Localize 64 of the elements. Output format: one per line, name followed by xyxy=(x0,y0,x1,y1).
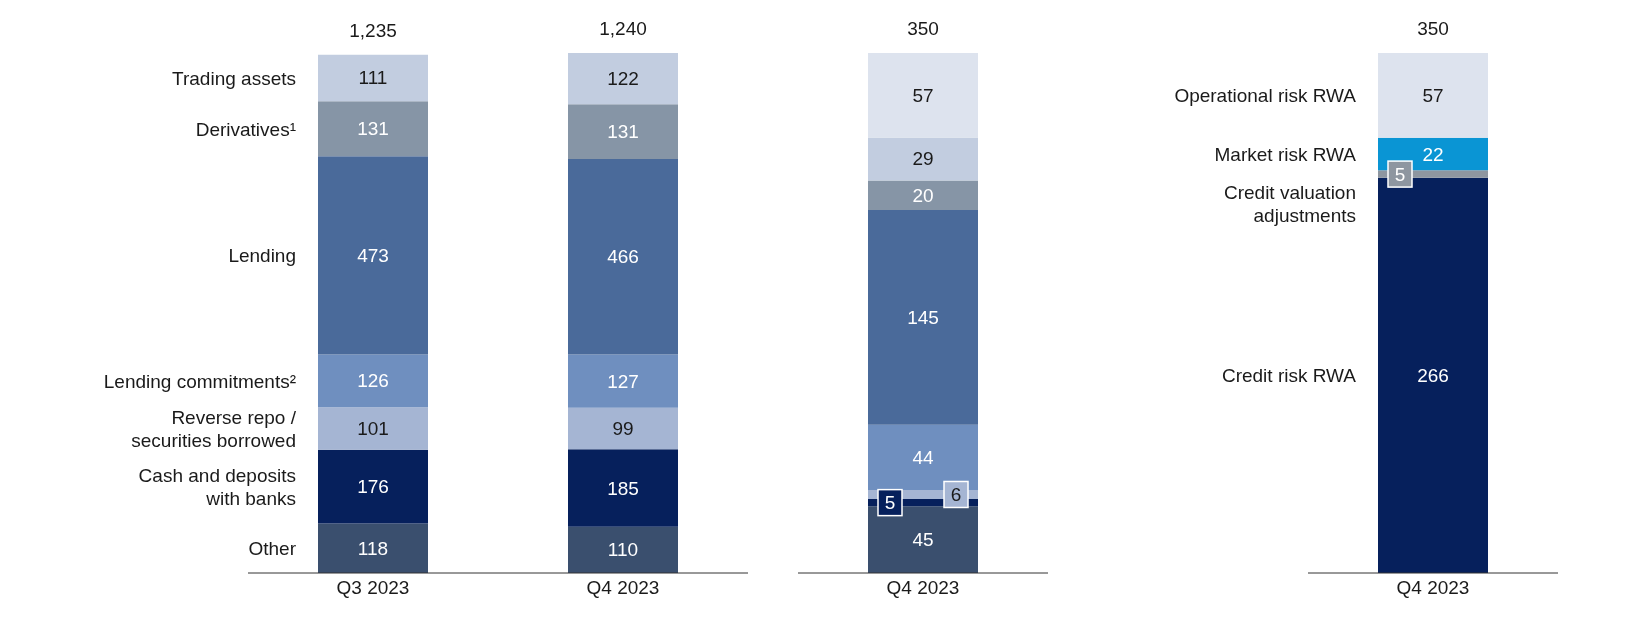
bar xyxy=(318,407,428,450)
bar xyxy=(318,354,428,408)
data-label: 5 xyxy=(1394,163,1406,185)
series-label: Trading assets xyxy=(172,67,296,89)
total-label: 1,240 xyxy=(599,18,647,39)
bar xyxy=(868,180,978,211)
bar xyxy=(868,210,978,425)
bar xyxy=(318,156,428,355)
data-label: 99 xyxy=(612,418,634,440)
data-label: 122 xyxy=(607,68,639,90)
data-label: 111 xyxy=(358,67,388,89)
series-label: Derivatives¹ xyxy=(195,118,296,140)
data-label: 57 xyxy=(1422,84,1444,106)
series-label: Credit valuation adjustments xyxy=(1223,181,1356,226)
bar xyxy=(868,137,978,181)
x-tick-label: Q4 2023 xyxy=(586,577,660,599)
series-label: Reverse repo / securities borrowed xyxy=(131,406,297,451)
bar xyxy=(568,159,678,355)
bar xyxy=(318,101,428,157)
data-label: 145 xyxy=(907,306,939,328)
bar xyxy=(568,53,678,105)
series-label: Lending commitments² xyxy=(103,370,296,392)
series-label: Other xyxy=(248,537,297,559)
data-label: 473 xyxy=(357,244,389,266)
x-tick-label: Q4 2023 xyxy=(886,577,960,599)
data-label: 185 xyxy=(607,477,639,499)
data-label: 118 xyxy=(357,537,389,559)
data-label: 101 xyxy=(357,418,389,440)
data-label: 22 xyxy=(1422,143,1444,165)
series-label: Market risk RWA xyxy=(1214,143,1357,165)
bar xyxy=(868,53,978,138)
data-label: 57 xyxy=(912,84,934,106)
data-label: 45 xyxy=(912,529,934,551)
data-label: 466 xyxy=(607,246,639,268)
data-label: 110 xyxy=(607,539,639,561)
series-label: Credit risk RWA xyxy=(1221,364,1357,386)
data-label: 131 xyxy=(357,118,389,140)
data-label: 5 xyxy=(884,492,896,514)
data-label: 131 xyxy=(607,121,639,143)
bar xyxy=(318,54,428,102)
total-label: 1,235 xyxy=(349,19,397,41)
series-label: Cash and deposits with banks xyxy=(138,464,296,509)
data-label: 6 xyxy=(950,483,962,505)
bar xyxy=(568,104,678,160)
x-tick-label: Q4 2023 xyxy=(1396,577,1470,599)
total-label: 350 xyxy=(907,18,939,39)
bar xyxy=(318,449,428,524)
bar xyxy=(1378,53,1488,138)
data-label: 20 xyxy=(912,184,934,206)
bar xyxy=(568,449,678,527)
data-label: 127 xyxy=(607,370,639,392)
data-label: 29 xyxy=(912,148,934,170)
total-label: 350 xyxy=(1417,18,1449,39)
x-tick-label: Q3 2023 xyxy=(336,577,410,599)
series-label: Operational risk RWA xyxy=(1174,84,1357,106)
bar xyxy=(568,526,678,573)
bar xyxy=(318,523,428,573)
data-label: 176 xyxy=(357,476,389,498)
series-label: Lending xyxy=(228,244,296,266)
data-label: 266 xyxy=(1417,364,1449,386)
bar xyxy=(568,354,678,408)
data-label: 44 xyxy=(912,446,934,468)
bar xyxy=(568,407,678,450)
data-label: 126 xyxy=(357,370,389,392)
